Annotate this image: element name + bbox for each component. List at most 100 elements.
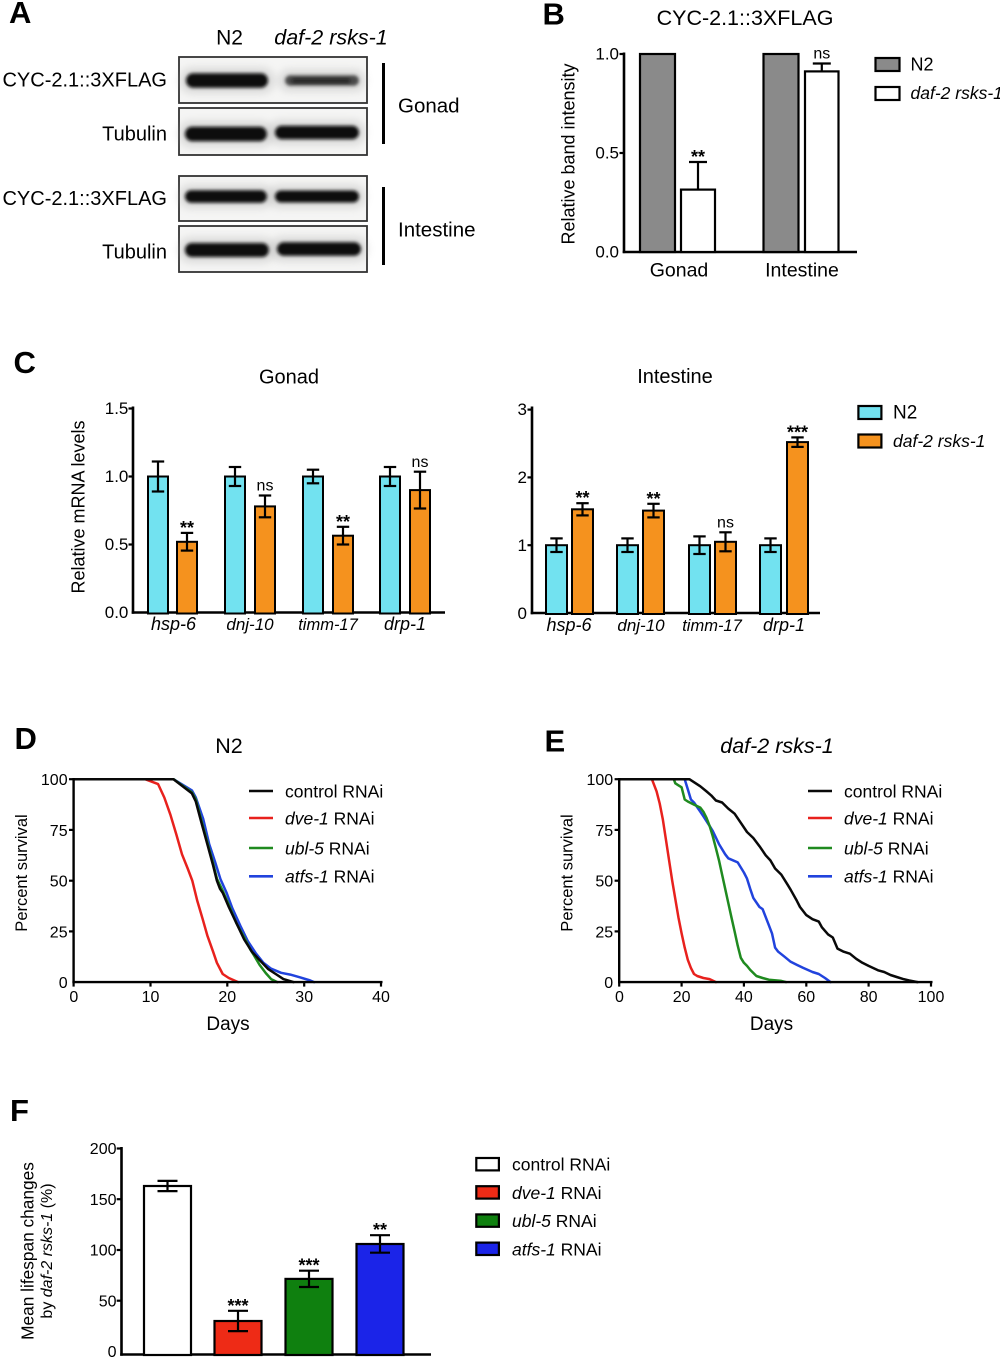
svg-text:***: ***: [787, 422, 808, 442]
svg-text:Relative band intensity: Relative band intensity: [559, 63, 579, 244]
svg-text:**: **: [373, 1220, 387, 1240]
svg-text:N2: N2: [893, 403, 917, 424]
svg-text:Intestine: Intestine: [637, 366, 713, 388]
svg-text:timm-17: timm-17: [682, 617, 742, 635]
svg-text:50: 50: [595, 874, 613, 891]
svg-text:Percent survival: Percent survival: [13, 814, 31, 931]
svg-text:Mean lifespan changes: Mean lifespan changes: [18, 1162, 38, 1340]
svg-text:Days: Days: [206, 1014, 249, 1035]
svg-text:25: 25: [595, 924, 613, 941]
svg-text:1: 1: [518, 536, 527, 555]
svg-text:D: D: [15, 721, 37, 756]
svg-text:75: 75: [50, 823, 68, 840]
svg-text:B: B: [543, 0, 565, 32]
svg-text:daf-2 rsks-1: daf-2 rsks-1: [720, 734, 834, 758]
svg-text:drp-1: drp-1: [384, 614, 426, 634]
svg-text:200: 200: [90, 1141, 117, 1158]
svg-text:N2: N2: [911, 55, 934, 75]
svg-text:daf-2 rsks-1: daf-2 rsks-1: [911, 83, 1000, 103]
svg-text:ns: ns: [717, 515, 734, 532]
svg-text:E: E: [545, 724, 566, 759]
svg-text:Gonad: Gonad: [650, 260, 709, 282]
svg-text:0.5: 0.5: [595, 144, 619, 163]
svg-text:CYC-2.1::3XFLAG: CYC-2.1::3XFLAG: [2, 70, 167, 92]
svg-text:50: 50: [50, 874, 68, 891]
svg-text:F: F: [10, 1093, 29, 1128]
svg-text:***: ***: [227, 1296, 248, 1316]
svg-text:***: ***: [298, 1256, 319, 1276]
svg-text:N2: N2: [216, 27, 243, 50]
svg-text:1.0: 1.0: [105, 467, 129, 486]
svg-text:timm-17: timm-17: [298, 616, 358, 634]
svg-text:**: **: [646, 489, 660, 509]
svg-text:80: 80: [860, 989, 878, 1006]
svg-text:Intestine: Intestine: [398, 219, 476, 242]
svg-text:**: **: [180, 518, 194, 538]
svg-text:0: 0: [518, 604, 527, 623]
svg-text:40: 40: [372, 989, 390, 1006]
svg-text:atfs-1 RNAi: atfs-1 RNAi: [844, 867, 933, 887]
svg-text:60: 60: [797, 989, 815, 1006]
svg-text:0.5: 0.5: [105, 535, 129, 554]
svg-text:dve-1 RNAi: dve-1 RNAi: [844, 808, 933, 828]
svg-text:hsp-6: hsp-6: [546, 615, 592, 635]
svg-text:hsp-6: hsp-6: [151, 614, 197, 634]
svg-text:Intestine: Intestine: [765, 260, 839, 282]
svg-text:Tubulin: Tubulin: [102, 242, 167, 264]
svg-text:2: 2: [518, 468, 527, 487]
svg-text:**: **: [691, 147, 705, 167]
svg-text:control RNAi: control RNAi: [844, 781, 942, 801]
svg-text:atfs-1 RNAi: atfs-1 RNAi: [512, 1239, 601, 1259]
svg-text:0: 0: [604, 975, 613, 992]
svg-text:**: **: [336, 512, 350, 532]
svg-text:100: 100: [586, 772, 613, 789]
svg-text:Tubulin: Tubulin: [102, 124, 167, 146]
svg-text:100: 100: [41, 772, 68, 789]
svg-text:25: 25: [50, 924, 68, 941]
svg-text:control RNAi: control RNAi: [512, 1155, 610, 1175]
svg-text:dve-1 RNAi: dve-1 RNAi: [512, 1183, 601, 1203]
svg-text:by daf-2 rsks-1 (%): by daf-2 rsks-1 (%): [39, 1183, 56, 1318]
svg-text:**: **: [575, 488, 589, 508]
svg-text:10: 10: [142, 989, 160, 1006]
svg-text:ubl-5 RNAi: ubl-5 RNAi: [844, 838, 929, 858]
svg-text:daf-2 rsks-1: daf-2 rsks-1: [274, 26, 388, 50]
svg-text:0: 0: [69, 989, 78, 1006]
svg-text:20: 20: [673, 989, 691, 1006]
svg-text:100: 100: [918, 989, 945, 1006]
svg-text:0: 0: [615, 989, 624, 1006]
svg-text:0: 0: [108, 1344, 117, 1361]
svg-text:dve-1 RNAi: dve-1 RNAi: [285, 808, 374, 828]
svg-text:Percent survival: Percent survival: [559, 814, 577, 931]
svg-text:Gonad: Gonad: [398, 95, 460, 118]
svg-text:Gonad: Gonad: [259, 367, 319, 389]
svg-text:3: 3: [518, 400, 527, 419]
svg-text:dnj-10: dnj-10: [617, 616, 665, 635]
svg-text:CYC-2.1::3XFLAG: CYC-2.1::3XFLAG: [657, 6, 834, 30]
svg-text:1.0: 1.0: [595, 45, 619, 64]
svg-text:C: C: [14, 345, 36, 380]
svg-text:A: A: [9, 0, 31, 30]
svg-text:ubl-5 RNAi: ubl-5 RNAi: [285, 838, 370, 858]
svg-text:CYC-2.1::3XFLAG: CYC-2.1::3XFLAG: [2, 188, 167, 210]
svg-text:ns: ns: [813, 46, 830, 63]
svg-text:ubl-5 RNAi: ubl-5 RNAi: [512, 1211, 597, 1231]
svg-text:75: 75: [595, 823, 613, 840]
svg-text:0.0: 0.0: [105, 603, 129, 622]
svg-text:Relative mRNA levels: Relative mRNA levels: [69, 420, 89, 593]
svg-text:N2: N2: [215, 734, 242, 758]
svg-text:atfs-1 RNAi: atfs-1 RNAi: [285, 867, 374, 887]
svg-text:daf-2 rsks-1: daf-2 rsks-1: [893, 431, 985, 451]
svg-text:20: 20: [218, 989, 236, 1006]
svg-text:0: 0: [59, 975, 68, 992]
svg-text:0.0: 0.0: [595, 243, 619, 262]
svg-text:drp-1: drp-1: [763, 615, 805, 635]
svg-text:1.5: 1.5: [105, 399, 129, 418]
svg-text:dnj-10: dnj-10: [226, 615, 274, 634]
svg-text:ns: ns: [412, 454, 429, 471]
svg-text:50: 50: [99, 1293, 117, 1310]
svg-text:30: 30: [295, 989, 313, 1006]
svg-text:control RNAi: control RNAi: [285, 781, 383, 801]
svg-text:100: 100: [90, 1243, 117, 1260]
svg-text:Days: Days: [750, 1014, 793, 1035]
